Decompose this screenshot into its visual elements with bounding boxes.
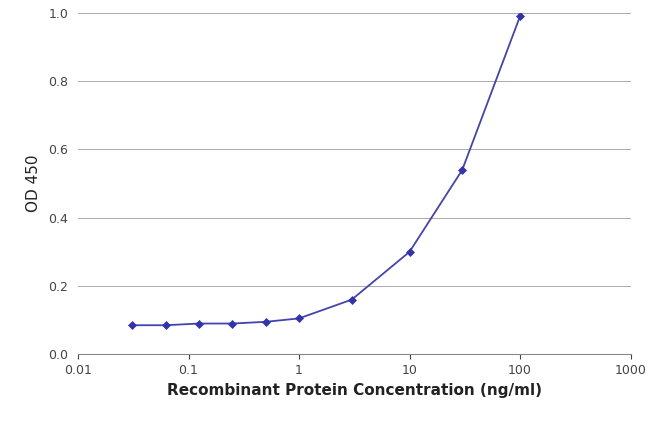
X-axis label: Recombinant Protein Concentration (ng/ml): Recombinant Protein Concentration (ng/ml… bbox=[167, 382, 541, 397]
Y-axis label: OD 450: OD 450 bbox=[27, 155, 42, 213]
